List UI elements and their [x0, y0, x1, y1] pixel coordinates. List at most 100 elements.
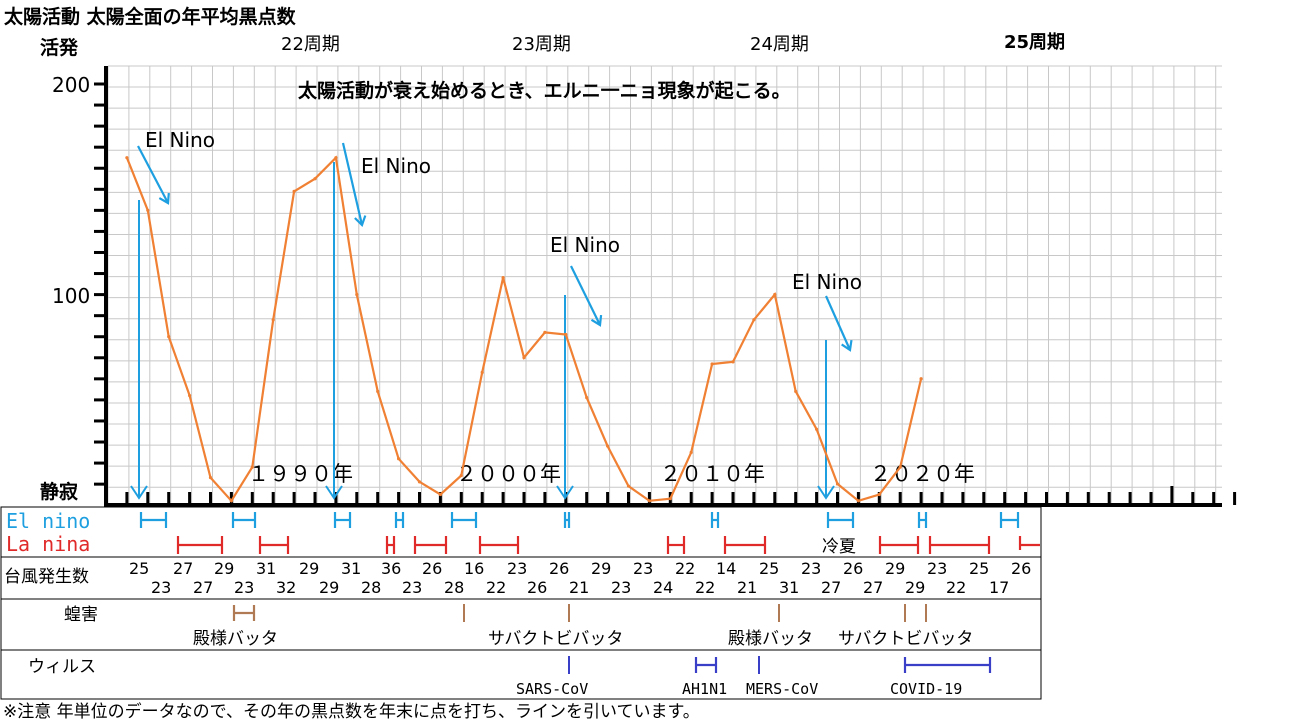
- data-point: [626, 484, 631, 488]
- typhoon-count-bottom: 27: [863, 578, 883, 597]
- typhoon-count-top: 23: [927, 559, 947, 578]
- el-nino-drop-lines: [130, 162, 835, 500]
- typhoon-count-bottom: 23: [151, 578, 171, 597]
- data-point: [480, 370, 484, 374]
- data-point: [898, 465, 902, 469]
- data-point: [208, 476, 213, 480]
- data-point: [710, 362, 714, 366]
- drop-arrowhead: [556, 485, 574, 500]
- data-point: [689, 450, 693, 454]
- headline: 太陽活動が衰え始めるとき、エルニ一ニョ現象が起こる。: [298, 79, 791, 102]
- cycle-23: 23周期: [512, 34, 571, 55]
- data-point: [397, 457, 401, 461]
- el-nino-arrowhead: [354, 215, 367, 227]
- data-point: [438, 492, 442, 497]
- locust-label-2: サバクトビバッタ: [488, 629, 623, 649]
- locust-label-1: 殿様バッタ: [193, 629, 278, 649]
- decade-1990: １９９０年: [248, 462, 353, 486]
- typhoon-count-top: 26: [549, 559, 569, 578]
- typhoon-count-top: 25: [759, 559, 779, 578]
- data-point: [835, 482, 840, 486]
- cycle-25: 25周期: [1004, 32, 1065, 53]
- typhoon-count-top: 23: [633, 559, 653, 578]
- data-point: [376, 389, 380, 393]
- typhoon-count-top: 29: [214, 559, 234, 578]
- data-point: [334, 156, 338, 160]
- el-nino-arrow: [137, 145, 169, 204]
- drop-arrowhead: [817, 485, 835, 500]
- footer-note: ※注意 年単位のデータなので、その年の黒点数を年末に点を打ち、ラインを引いていま…: [3, 701, 700, 722]
- ytick-200: 200: [52, 73, 90, 97]
- data-point: [167, 335, 171, 339]
- typhoon-count-bottom: 22: [695, 578, 715, 597]
- el-nino-periods: [139, 512, 1020, 528]
- virus-label-mers: MERS-CoV: [746, 680, 818, 698]
- typhoon-count-bottom: 22: [486, 578, 506, 597]
- data-point: [146, 208, 150, 212]
- cool-summer-label: 冷夏: [822, 537, 856, 557]
- typhoon-counts: 25 27 29 31 29 31 36 26 16 23 26 29 23 22 14 25 23 26 29 23…: [129, 559, 1031, 597]
- typhoon-count-bottom: 23: [402, 578, 422, 597]
- typhoon-count-bottom: 22: [946, 578, 966, 597]
- el-nino-arrow: [341, 142, 364, 226]
- typhoon-count-bottom: 24: [653, 578, 673, 597]
- typhoon-count-top: 29: [299, 559, 319, 578]
- virus-marks: [568, 656, 992, 674]
- y-top-label: 活発: [40, 36, 79, 59]
- typhoon-count-top: 31: [341, 559, 361, 578]
- decade-2020: ２０２０年: [870, 462, 975, 486]
- virus-label-sars: SARS-CoV: [516, 680, 588, 698]
- el-nino-arrow: [824, 295, 852, 351]
- typhoon-count-bottom: 28: [444, 578, 464, 597]
- data-point: [919, 377, 923, 381]
- el-nino-arrowhead: [841, 339, 853, 352]
- row-label-virus: ウィルス: [28, 657, 96, 677]
- typhoon-count-bottom: 23: [234, 578, 254, 597]
- typhoon-count-bottom: 27: [193, 578, 213, 597]
- drop-arrowhead: [130, 485, 148, 500]
- row-label-la-nina: La nina: [6, 532, 90, 556]
- typhoon-count-top: 14: [716, 559, 736, 578]
- el-nino-arrowhead: [590, 314, 603, 327]
- typhoon-count-top: 31: [256, 559, 276, 578]
- typhoon-count-top: 25: [969, 559, 989, 578]
- event-table: [0, 506, 1042, 700]
- typhoon-count-bottom: 31: [779, 578, 799, 597]
- data-point: [417, 480, 422, 484]
- typhoon-count-bottom: 32: [276, 578, 296, 597]
- data-point: [773, 292, 777, 297]
- data-point: [522, 356, 526, 360]
- data-point: [794, 389, 798, 393]
- drop-arrowhead: [325, 485, 343, 500]
- typhoon-count-top: 22: [675, 559, 695, 578]
- typhoon-count-top: 26: [843, 559, 863, 578]
- data-point: [856, 499, 861, 503]
- typhoon-count-top: 26: [1011, 559, 1031, 578]
- data-point: [125, 156, 129, 160]
- data-point: [606, 444, 610, 448]
- data-point: [877, 492, 881, 497]
- decade-2000: ２０００年: [456, 462, 561, 486]
- sunspot-series-line: [125, 155, 923, 503]
- el-nino-label-3: El Nino: [550, 233, 620, 257]
- data-point: [585, 396, 589, 400]
- data-point: [271, 318, 275, 322]
- row-label-el-nino: El nino: [6, 509, 90, 533]
- el-nino-label-1: El Nino: [145, 128, 215, 152]
- el-nino-arrows: [137, 142, 853, 352]
- typhoon-count-top: 36: [381, 559, 401, 578]
- data-point: [647, 499, 652, 503]
- typhoon-count-top: 26: [422, 559, 442, 578]
- el-nino-label-2: El Nino: [361, 154, 431, 178]
- data-point: [815, 427, 819, 431]
- typhoon-count-bottom: 17: [989, 578, 1009, 597]
- data-point: [313, 177, 317, 181]
- el-nino-arrowhead: [158, 192, 170, 205]
- data-point: [459, 473, 463, 478]
- sunspot-points: [125, 156, 923, 503]
- locust-marks: [232, 604, 927, 622]
- axes: [94, 66, 1237, 507]
- data-point: [543, 330, 547, 334]
- decade-2010: ２０１０年: [660, 462, 765, 486]
